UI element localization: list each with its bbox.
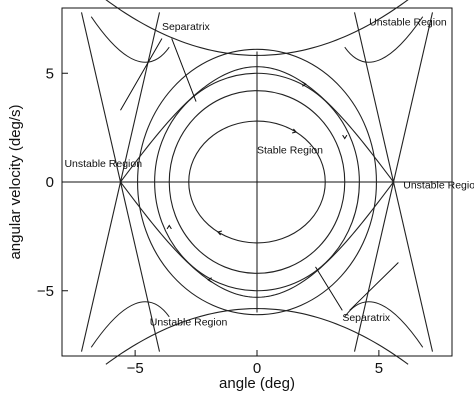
unstable-trajectory-lower [105,308,409,365]
separatrix-lower [120,181,394,298]
unstable-trajectory-right-top [344,16,424,63]
orbit-arrow [166,224,172,230]
closed-orbit-1 [137,48,377,316]
annotation-label: Stable Region [257,145,323,157]
annotation-label: Unstable Region [150,317,228,329]
y-tick-label: −5 [37,283,54,300]
x-tick-label: −5 [127,360,144,377]
tick-layer: −5 0 5 5 0 −5 [37,65,383,377]
x-axis-label: angle (deg) [219,375,295,392]
closed-orbit-4 [188,120,326,244]
orbit-arrow [207,277,212,283]
separatrix-pointer [349,262,399,311]
arrowhead-layer [120,38,399,311]
separatrix-pointer [120,38,163,111]
separatrix-pointer [315,266,343,311]
y-axis-label: angular velocity (deg/s) [7,104,24,259]
annotation-label: Unstable Region [64,158,142,170]
y-tick-label: 0 [46,174,54,191]
unstable-trajectory-left-top [90,16,170,63]
orbit-arrow [291,128,297,134]
x-tick-label: 5 [375,360,383,377]
y-tick-label: 5 [46,65,54,82]
orbit-arrow [342,134,348,140]
separatrix-branch [80,12,161,352]
annotation-label: Unstable Region [403,180,474,192]
separatrix-pointer [171,38,197,102]
closed-orbit-2 [154,72,360,292]
separatrix-branch [353,12,434,352]
closed-orbit-3 [168,90,346,274]
annotation-label: Separatrix [342,312,391,324]
unstable-trajectory-right-bottom [344,301,424,348]
annotation-label: Separatrix [162,21,211,33]
trajectory-layer [62,0,452,365]
orbit-arrow [302,81,307,87]
orbit-arrow [217,230,223,236]
x-tick-label: 0 [253,360,261,377]
annotation-layer: Separatrix Unstable Region Unstable Region… [64,16,474,328]
unstable-trajectory-upper [105,0,409,56]
separatrix-upper [120,66,394,183]
unstable-trajectory-left-bottom [90,301,170,348]
annotation-label: Unstable Region [369,16,447,28]
